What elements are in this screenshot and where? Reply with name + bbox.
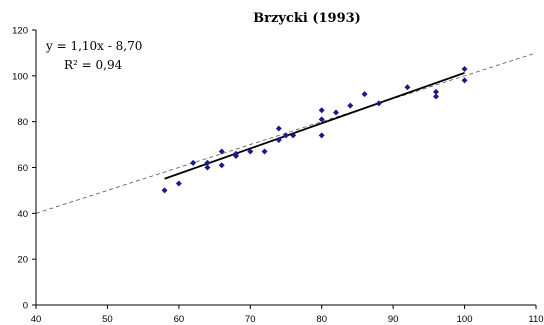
data-point: [175, 180, 182, 187]
x-tick-label: 80: [316, 314, 327, 325]
data-points: [161, 65, 468, 194]
x-tick-label: 110: [528, 314, 543, 325]
data-point: [218, 148, 225, 155]
data-point: [290, 132, 297, 139]
data-point: [233, 153, 239, 160]
y-tick-label: 0: [23, 301, 28, 312]
x-tick-label: 100: [457, 314, 473, 325]
data-point: [318, 132, 325, 139]
data-point: [404, 84, 411, 91]
data-point: [433, 93, 439, 100]
y-tick-label: 60: [17, 163, 28, 174]
data-point: [318, 107, 325, 114]
y-tick-label: 80: [17, 117, 28, 128]
chart-title: Brzycki (1993): [253, 11, 361, 26]
data-point: [204, 159, 211, 166]
data-point: [433, 88, 439, 95]
y-tick-label: 100: [12, 71, 28, 82]
trendline-equation: y = 1,10x - 8,70: [45, 39, 142, 53]
data-point: [375, 100, 382, 107]
data-point: [461, 65, 468, 72]
data-point: [275, 125, 282, 132]
data-point: [347, 102, 354, 109]
x-tick-label: 50: [102, 314, 113, 325]
data-point: [161, 187, 168, 194]
data-point: [261, 148, 268, 155]
x-axis-ticks: 40 50 60 70 80 90 100 110: [31, 305, 544, 325]
data-point: [461, 77, 468, 84]
x-tick-label: 60: [174, 314, 185, 325]
data-point: [190, 159, 197, 166]
x-tick-label: 70: [245, 314, 256, 325]
trendline: [164, 72, 465, 180]
x-tick-label: 40: [31, 314, 42, 325]
y-tick-label: 20: [17, 255, 28, 266]
y-axis-ticks: 0 20 40 60 80 100 120: [12, 26, 36, 312]
trendline-layer: [164, 72, 465, 180]
data-point: [333, 109, 339, 116]
x-tick-label: 90: [388, 314, 399, 325]
trendline-r-squared: R² = 0,94: [64, 58, 123, 72]
data-point: [361, 91, 368, 98]
data-point: [318, 116, 325, 123]
data-point: [218, 162, 225, 169]
data-point: [204, 164, 211, 171]
data-point: [247, 148, 254, 155]
data-point: [283, 132, 289, 139]
data-point: [275, 137, 282, 143]
y-tick-label: 120: [12, 26, 28, 37]
y-tick-label: 40: [17, 209, 28, 220]
